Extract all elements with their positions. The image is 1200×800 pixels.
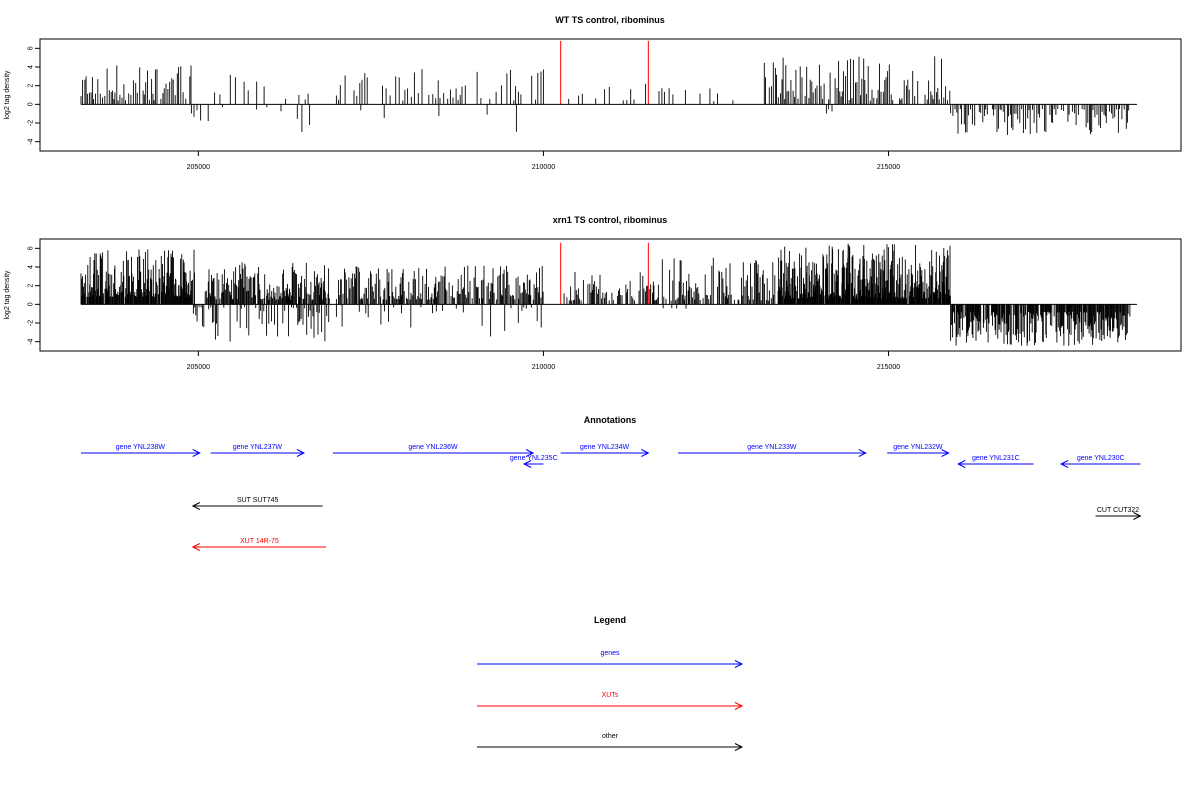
arrow-head [191, 543, 201, 551]
arrow-head [941, 449, 950, 457]
y-tick-label: 4 [28, 265, 35, 269]
feature-gene: gene YNL230C [1059, 455, 1141, 468]
density-bars [80, 56, 1130, 135]
y-tick-label: 2 [28, 284, 35, 288]
legend-label: other [602, 733, 619, 740]
feature-gene: gene YNL234W [560, 444, 650, 457]
marker-lines [560, 40, 649, 105]
y-axis-ticks: -4 -2 0 2 4 6 [28, 46, 40, 145]
feature-label: CUT CUT322 [1097, 507, 1139, 514]
x-axis-ticks: 205000 210000 215000 [187, 351, 900, 371]
arrow-head [522, 460, 532, 468]
panel-title: xrn1 TS control, ribominus [553, 215, 668, 225]
feature-label: gene YNL230C [1077, 455, 1125, 462]
x-tick-label: 215000 [877, 364, 900, 371]
x-tick-label: 205000 [187, 364, 210, 371]
xrn1-density-panel: xrn1 TS control, ribominus log2 tag dens… [4, 215, 1182, 371]
y-tick-label: 4 [28, 65, 35, 69]
y-tick-label: -4 [28, 338, 35, 344]
feature-other: CUT CUT322 [1095, 507, 1142, 520]
y-tick-label: 0 [28, 102, 35, 106]
feature-label: gene YNL231C [972, 455, 1020, 462]
arrow-head [641, 449, 650, 457]
y-tick-label: 6 [28, 46, 35, 50]
feature-arrows: gene YNL238W gene YNL237W gene YNL236W gene… [81, 444, 1142, 551]
density-bars [80, 243, 1131, 346]
y-tick-label: -4 [28, 138, 35, 144]
legend-title: Legend [594, 615, 626, 625]
plot-frame [39, 38, 1182, 152]
feature-gene: gene YNL236W [332, 444, 535, 457]
legend-items: genes XUTs other [477, 650, 744, 751]
y-tick-label: 0 [28, 302, 35, 306]
feature-label: gene YNL234W [580, 444, 630, 451]
arrow-head [1059, 460, 1069, 468]
panel-title: WT TS control, ribominus [555, 15, 665, 25]
x-axis-ticks: 205000 210000 215000 [187, 151, 900, 171]
feature-gene: gene YNL238W [81, 444, 201, 457]
feature-xut: XUT 14R-75 [191, 538, 327, 551]
arrow-head [1133, 512, 1142, 520]
arrow-head [957, 460, 966, 468]
legend-label: genes [600, 650, 620, 657]
y-tick-label: -2 [28, 320, 35, 326]
annotations-track: Annotations gene YNL238W gene YNL237W gene… [81, 415, 1142, 551]
feature-gene: gene YNL235C [510, 455, 558, 468]
feature-gene: gene YNL232W [887, 444, 950, 457]
feature-label: XUT 14R-75 [240, 538, 279, 545]
x-tick-label: 215000 [877, 164, 900, 171]
arrow-head [858, 449, 867, 457]
feature-label: gene YNL232W [893, 444, 943, 451]
arrow-head [192, 449, 201, 457]
arrow-head [296, 449, 306, 457]
y-axis-ticks: -4 -2 0 2 4 6 [28, 246, 40, 345]
legend-label: XUTs [602, 692, 619, 699]
y-tick-label: 2 [28, 84, 35, 88]
arrow-head [525, 449, 535, 457]
x-tick-label: 210000 [532, 364, 555, 371]
feature-gene: gene YNL233W [678, 444, 867, 457]
feature-label: gene YNL235C [510, 455, 558, 462]
wt-density-panel: WT TS control, ribominus log2 tag densit… [4, 15, 1182, 171]
x-tick-label: 210000 [532, 164, 555, 171]
y-tick-label: 6 [28, 246, 35, 250]
arrow-head [734, 660, 744, 668]
feature-label: gene YNL236W [408, 444, 458, 451]
arrow-head [191, 502, 201, 510]
y-axis-label: log2 tag density [4, 270, 11, 320]
legend-item-xut: XUTs [477, 692, 744, 710]
plot-frame [39, 238, 1182, 352]
x-tick-label: 205000 [187, 164, 210, 171]
feature-other: SUT SUT745 [191, 497, 323, 510]
legend-item-other: other [477, 733, 744, 751]
arrow-head [734, 743, 744, 751]
arrow-head [734, 702, 744, 710]
feature-label: SUT SUT745 [237, 497, 279, 504]
y-axis-label: log2 tag density [4, 70, 11, 120]
legend: Legend genes XUTs other [477, 615, 744, 751]
feature-gene: gene YNL231C [957, 455, 1034, 468]
feature-label: gene YNL238W [116, 444, 166, 451]
annotations-title: Annotations [584, 415, 637, 425]
feature-label: gene YNL237W [233, 444, 283, 451]
marker-lines [560, 242, 649, 305]
y-tick-label: -2 [28, 120, 35, 126]
legend-item-gene: genes [477, 650, 744, 668]
feature-gene: gene YNL237W [210, 444, 306, 457]
feature-label: gene YNL233W [747, 444, 797, 451]
